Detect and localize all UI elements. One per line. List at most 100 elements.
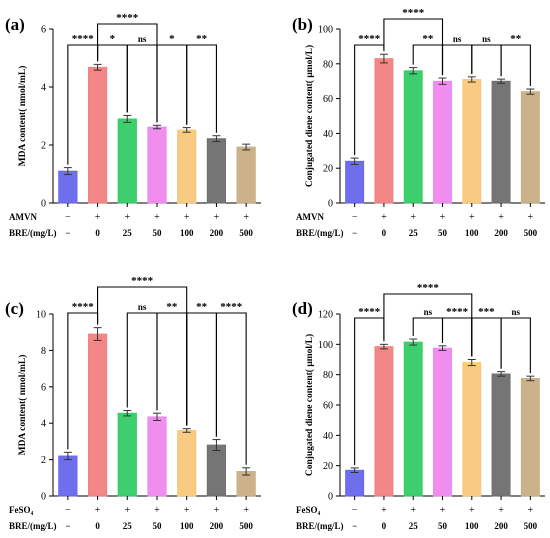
bar [433,347,452,497]
significance-label: ns [511,307,520,317]
significance-label: ns [424,307,433,317]
bar [462,362,482,497]
bar [491,80,511,204]
significance-bracket [383,293,473,357]
agent-sign: + [381,505,387,516]
agent-row-label: FeSO₄ [296,505,320,515]
panel-label: (c) [5,299,24,318]
y-tick-label: 4 [41,419,46,430]
significance-label: **** [358,306,381,318]
y-axis-title: MDA content( nmol/mL) [17,66,28,167]
dose-label: 200 [494,228,508,238]
y-tick-label: 100 [318,25,333,36]
bar [403,70,423,204]
significance-label: **** [116,12,139,24]
significance-bracket [215,312,247,465]
agent-sign: + [154,505,160,516]
y-tick-label: 100 [318,340,333,351]
agent-sign: + [95,505,101,516]
dose-label: 50 [153,228,163,238]
significance-label: ns [482,34,491,44]
y-tick-label: 10 [36,310,46,321]
bar [147,126,167,204]
significance-bracket [471,44,502,77]
significance-bracket [186,312,217,437]
bar [206,138,227,204]
bar [117,118,137,204]
y-tick-label: 20 [323,164,333,175]
bar [236,146,256,204]
significance-label: **** [402,7,425,19]
bar [433,80,452,204]
dose-label: 0 [382,521,387,531]
y-tick-label: 80 [323,370,333,381]
agent-sign: + [528,212,534,223]
bar [345,469,365,497]
agent-sign: + [469,212,475,223]
bar [58,170,78,204]
agent-sign: + [410,505,416,516]
dose-label: 500 [239,228,253,238]
significance-label: ** [422,33,434,45]
dose-label: 500 [239,521,253,531]
agent-sign: − [65,212,71,223]
significance-label: **** [72,301,95,313]
significance-bracket [354,44,385,156]
significance-label: ** [196,33,208,45]
y-tick-label: 40 [323,431,333,442]
agent-sign: + [528,505,534,516]
agent-sign: + [243,212,249,223]
y-tick-label: 120 [318,310,333,321]
dose-label: 25 [123,228,133,238]
significance-bracket [156,44,188,125]
agent-sign: + [154,212,160,223]
y-tick-label: 0 [328,199,333,210]
dose-label: − [352,521,357,531]
significance-bracket [500,44,531,87]
y-axis-title: MDA content( nmol/mL) [17,355,28,456]
y-tick-label: 0 [41,492,46,503]
bar [520,91,540,204]
dose-label: 200 [494,521,508,531]
y-tick-label: 2 [41,455,46,466]
agent-sign: + [469,505,475,516]
y-axis-title: Conjugated diene content( μmol/L) [304,45,315,187]
dose-label: 500 [524,521,538,531]
dose-label: 0 [95,521,100,531]
y-tick-label: 80 [323,59,333,70]
agent-sign: + [243,505,249,516]
dose-row-label: BRE/(mg/L) [296,521,344,531]
agent-row-label: AMVN [9,212,37,222]
y-tick-label: 0 [328,492,333,503]
significance-bracket [354,317,385,465]
significance-bracket [471,317,502,369]
panel-label: (b) [292,15,313,34]
significance-label: **** [131,275,154,287]
agent-sign: − [352,505,358,516]
dose-label: 25 [123,521,133,531]
significance-bracket [67,312,99,450]
significance-label: * [169,33,175,45]
bar [58,455,78,497]
agent-sign: + [410,212,416,223]
bar [462,79,482,204]
dose-label: 200 [210,521,224,531]
dose-label: 50 [153,521,163,531]
significance-label: ** [510,33,522,45]
significance-bracket [126,44,158,123]
bar [345,160,365,204]
agent-sign: − [65,505,71,516]
significance-bracket [500,317,531,374]
bar [374,58,394,204]
bar [147,416,167,497]
agent-sign: + [440,505,446,516]
agent-sign: + [184,505,190,516]
dose-label: 25 [409,228,419,238]
significance-label: * [110,33,116,45]
y-tick-label: 2 [41,141,46,152]
bar [403,341,423,497]
agent-row-label: FeSO₄ [9,505,33,515]
dose-label: 100 [465,228,479,238]
significance-bracket [412,317,444,343]
